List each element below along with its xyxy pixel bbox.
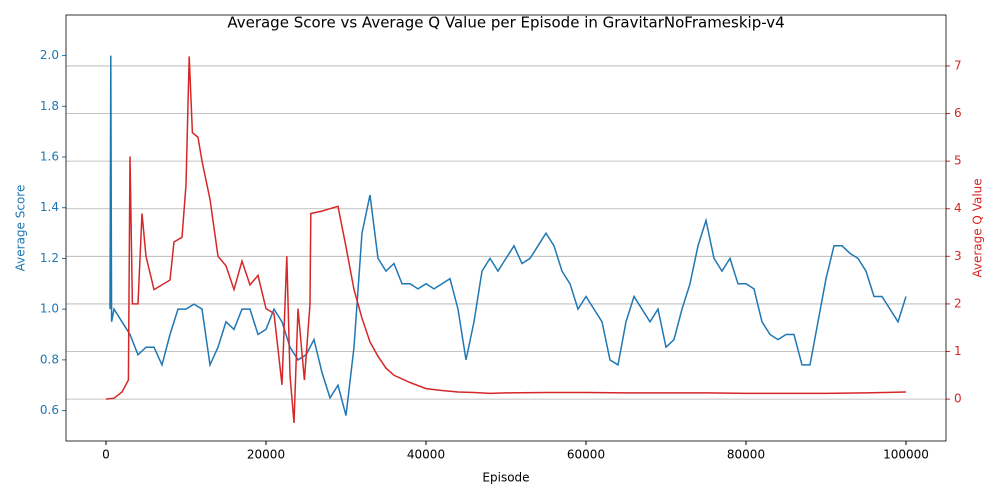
x-tick-label: 60000: [567, 448, 605, 462]
y-tick-label: 1.6: [40, 150, 59, 164]
y2-tick-label: 2: [954, 296, 962, 310]
y-tick-label: 0.6: [40, 403, 59, 417]
plot-frame: [65, 14, 947, 442]
x-tick-label: 100000: [883, 448, 929, 462]
x-axis-title: Episode: [482, 471, 529, 485]
y-tick-label: 2.0: [40, 48, 59, 62]
y2-axis-title: Average Q Value: [971, 178, 985, 277]
series-line: [109, 55, 907, 416]
y-tick-label: 1.2: [40, 251, 59, 265]
y-tick-label: 0.8: [40, 352, 59, 366]
y2-tick-label: 7: [954, 58, 962, 72]
x-tick-label: 20000: [247, 448, 285, 462]
y2-tick-label: 1: [954, 344, 962, 358]
x-tick-label: 0: [102, 448, 110, 462]
series-line: [105, 56, 907, 423]
y-axis-title: Average Score: [14, 185, 28, 272]
y2-tick-label: 3: [954, 249, 962, 263]
y-tick-label: 1.0: [40, 302, 59, 316]
y-tick-label: 1.4: [40, 200, 59, 214]
chart-title: Average Score vs Average Q Value per Epi…: [227, 14, 784, 32]
y2-tick-label: 0: [954, 392, 962, 406]
y2-tick-label: 4: [954, 201, 962, 215]
y2-tick-label: 6: [954, 106, 962, 120]
x-tick-label: 80000: [727, 448, 765, 462]
x-tick-label: 40000: [407, 448, 445, 462]
y2-tick-label: 5: [954, 154, 962, 168]
y-tick-label: 1.8: [40, 99, 59, 113]
